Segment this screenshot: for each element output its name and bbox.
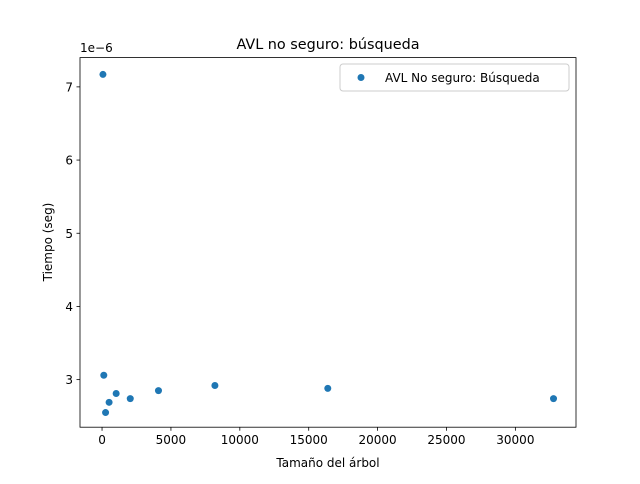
x-tick-label: 15000: [290, 433, 328, 447]
y-tick-label: 7: [65, 80, 73, 94]
plot-frame: [79, 57, 577, 428]
data-point: [112, 390, 120, 398]
data-point: [324, 384, 332, 392]
data-point: [100, 371, 108, 379]
x-tick-label: 10000: [221, 433, 259, 447]
x-tick-label: 0: [98, 433, 106, 447]
data-point: [550, 395, 558, 403]
legend-box: [339, 63, 570, 92]
data-points: [99, 70, 558, 417]
x-tick-label: 20000: [359, 433, 397, 447]
legend: AVL No seguro: Búsqueda: [339, 63, 570, 92]
data-point: [102, 409, 110, 417]
legend-marker: [357, 74, 365, 81]
data-point: [211, 381, 219, 389]
x-tick-label: 25000: [427, 433, 465, 447]
x-tick-label: 5000: [156, 433, 187, 447]
y-tick-label: 4: [65, 300, 73, 314]
plot-area: [80, 57, 576, 428]
data-point: [105, 398, 113, 406]
x-axis-label: Tamaño del árbol: [275, 456, 379, 470]
legend-label: AVL No seguro: Búsqueda: [385, 71, 540, 85]
y-tick-label: 5: [65, 227, 73, 241]
y-tick-label: 6: [65, 154, 73, 168]
data-point: [126, 395, 134, 403]
y-tick-label: 3: [65, 373, 73, 387]
y-axis-label: Tiempo (seg): [41, 203, 55, 283]
chart-title: AVL no seguro: búsqueda: [236, 37, 419, 53]
x-tick-label: 30000: [496, 433, 534, 447]
data-point: [154, 387, 162, 395]
y-axis-ticks: 3 4 5 6 7: [65, 80, 80, 387]
data-point: [99, 70, 107, 78]
y-axis-scale-factor: 1e−6: [80, 41, 113, 55]
x-axis-ticks: 0 5000 10000 15000 20000 25000 30000: [98, 427, 534, 447]
